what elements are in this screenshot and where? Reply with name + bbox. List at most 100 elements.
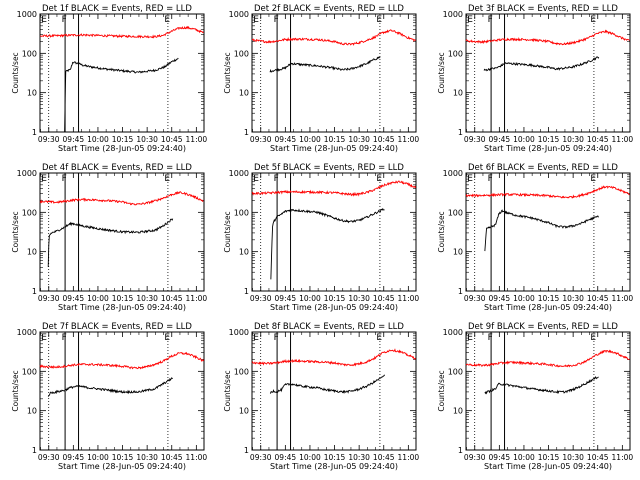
y-tick-label: 1 — [458, 287, 463, 296]
interval-label: E — [590, 174, 596, 184]
y-tick-label: 100 — [22, 49, 37, 58]
interval-label: F — [62, 174, 67, 184]
x-tick-label: 10:30 — [562, 453, 584, 462]
lld-series-line — [39, 25, 204, 39]
interval-label: E — [467, 174, 473, 184]
y-tick-label: 10 — [239, 407, 249, 416]
interval-label: F — [62, 333, 67, 343]
y-axis-label: Counts/sec — [223, 52, 232, 93]
y-tick-label: 1000 — [443, 169, 463, 178]
events-series-line — [270, 207, 385, 280]
y-axis-label: Counts/sec — [223, 211, 232, 252]
y-tick-label: 10 — [27, 89, 37, 98]
x-tick-label: 11:00 — [612, 135, 634, 144]
interval-label: E — [41, 333, 47, 343]
y-tick-label: 10 — [453, 407, 463, 416]
x-tick-label: 10:30 — [136, 135, 158, 144]
x-tick-label: 10:00 — [87, 453, 109, 462]
y-tick-label: 1 — [244, 128, 249, 137]
x-tick-label: 09:45 — [489, 294, 511, 303]
x-tick-label: 10:15 — [112, 135, 134, 144]
lld-series-line — [39, 351, 205, 370]
x-tick-label: 10:30 — [562, 135, 584, 144]
y-tick-label: 10 — [239, 248, 249, 257]
y-tick-label: 1 — [458, 128, 463, 137]
lld-series-line — [251, 180, 417, 197]
x-tick-label: 10:45 — [587, 135, 609, 144]
y-tick-label: 1000 — [229, 169, 249, 178]
x-tick-label: 09:30 — [250, 294, 272, 303]
y-tick-label: 100 — [22, 367, 37, 376]
x-tick-label: 09:30 — [250, 453, 272, 462]
plot-frame — [465, 13, 631, 133]
panel-title: Det 8f BLACK = Events, RED = LLD — [254, 322, 404, 332]
x-axis-label: Start Time (28-Jun-05 09:24:40) — [484, 303, 612, 312]
panel-det-1: Det 1f BLACK = Events, RED = LLD 1 10 100 10… — [11, 4, 207, 153]
y-axis-label: Counts/sec — [437, 52, 446, 93]
x-axis-label: Start Time (28-Jun-05 09:24:40) — [484, 144, 612, 153]
x-tick-label: 10:00 — [299, 294, 321, 303]
y-tick-label: 100 — [234, 208, 249, 217]
y-axis-label: Counts/sec — [437, 211, 446, 252]
x-tick-label: 10:15 — [538, 135, 560, 144]
y-tick-label: 100 — [234, 367, 249, 376]
x-axis-label: Start Time (28-Jun-05 09:24:40) — [58, 144, 186, 153]
x-tick-label: 09:30 — [464, 135, 486, 144]
y-tick-label: 1 — [32, 287, 37, 296]
events-series-line — [47, 218, 174, 267]
panel-det-4: Det 4f BLACK = Events, RED = LLD 1 10 100 10… — [11, 163, 207, 312]
x-tick-label: 11:00 — [612, 453, 634, 462]
x-tick-label: 09:45 — [63, 135, 85, 144]
y-tick-label: 1 — [32, 128, 37, 137]
y-tick-label: 100 — [448, 208, 463, 217]
x-tick-label: 10:30 — [348, 453, 370, 462]
panel-det-2: Det 2f BLACK = Events, RED = LLD 1 10 100 10… — [223, 4, 419, 153]
interval-label: E — [467, 15, 473, 25]
events-series-line — [484, 209, 599, 252]
interval-label: F — [274, 174, 279, 184]
interval-label: E — [41, 174, 47, 184]
y-tick-label: 1 — [458, 446, 463, 455]
y-tick-label: 1000 — [443, 328, 463, 337]
interval-label: F — [488, 174, 493, 184]
interval-label: E — [253, 333, 259, 343]
interval-label: E — [467, 333, 473, 343]
panel-det-5: Det 5f BLACK = Events, RED = LLD 1 10 100 10… — [223, 163, 419, 312]
x-tick-label: 09:45 — [63, 453, 85, 462]
interval-label: E — [253, 15, 259, 25]
panel-title: Det 4f BLACK = Events, RED = LLD — [42, 163, 192, 173]
y-tick-label: 10 — [239, 89, 249, 98]
interval-label: E — [164, 174, 170, 184]
x-tick-label: 10:45 — [587, 294, 609, 303]
lld-series-line — [465, 349, 630, 368]
x-axis-label: Start Time (28-Jun-05 09:24:40) — [58, 303, 186, 312]
x-tick-label: 10:15 — [324, 453, 346, 462]
interval-label: E — [164, 333, 170, 343]
y-tick-label: 100 — [448, 367, 463, 376]
x-tick-label: 09:45 — [275, 135, 297, 144]
x-tick-label: 11:00 — [398, 453, 420, 462]
x-tick-label: 10:45 — [161, 294, 183, 303]
x-tick-label: 10:00 — [513, 135, 535, 144]
y-tick-label: 10 — [27, 248, 37, 257]
x-tick-label: 10:30 — [348, 135, 370, 144]
x-tick-label: 10:30 — [136, 294, 158, 303]
x-tick-label: 11:00 — [186, 294, 208, 303]
panel-title: Det 2f BLACK = Events, RED = LLD — [254, 4, 404, 14]
plot-frame — [251, 331, 417, 451]
y-axis-label: Counts/sec — [223, 370, 232, 411]
x-axis-label: Start Time (28-Jun-05 09:24:40) — [270, 144, 398, 153]
plot-frame — [39, 13, 205, 133]
x-tick-label: 10:45 — [373, 135, 395, 144]
interval-label: E — [376, 333, 382, 343]
panel-title: Det 6f BLACK = Events, RED = LLD — [468, 163, 618, 173]
x-tick-label: 10:00 — [87, 135, 109, 144]
x-tick-label: 09:45 — [275, 453, 297, 462]
panel-det-8: Det 8f BLACK = Events, RED = LLD 1 10 100 10… — [223, 322, 419, 471]
y-tick-label: 1000 — [17, 10, 37, 19]
y-tick-label: 100 — [448, 49, 463, 58]
y-tick-label: 100 — [22, 208, 37, 217]
panel-title: Det 7f BLACK = Events, RED = LLD — [42, 322, 192, 332]
panel-det-9: Det 9f BLACK = Events, RED = LLD 1 10 100 10… — [437, 322, 633, 471]
